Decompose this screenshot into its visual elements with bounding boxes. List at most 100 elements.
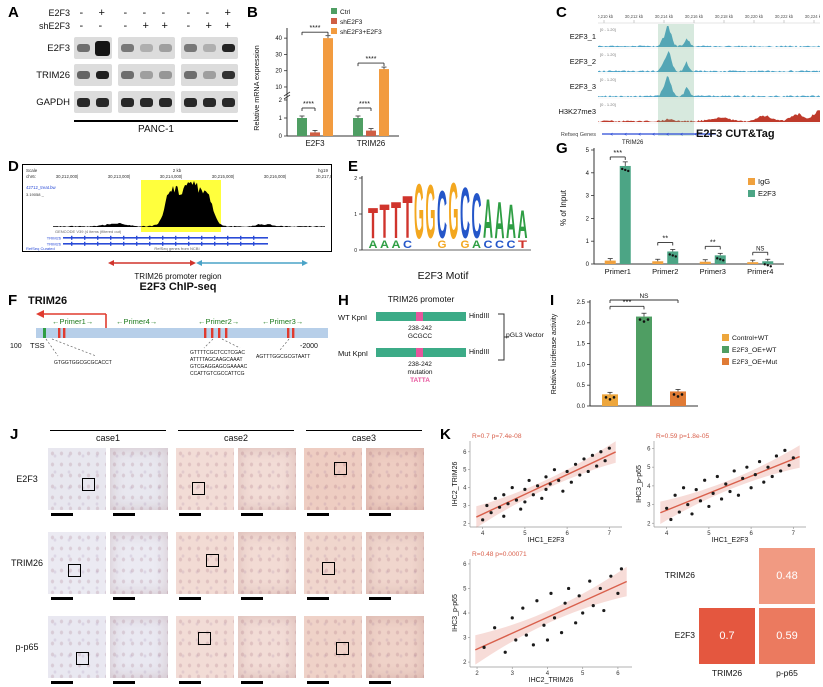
blot-row-label: GAPDH [36,97,70,108]
heatmap-row-label: E2F3 [674,630,695,640]
sig-label: **** [303,101,314,108]
x-tick-label: 6 [565,531,569,537]
binding-site-tick [287,328,290,338]
roi-box [334,462,347,475]
gene-name: TRIM26 [47,242,62,247]
binding-site-tick [218,328,221,338]
sig-label: ** [662,233,668,242]
exon-tick [188,235,190,240]
gene-name: TRIM26 [622,140,644,146]
blot-strip [74,64,112,86]
primer-sequence: GTTTTCGCTCCTCGAC [190,350,245,356]
scale-bar [113,597,135,600]
exon-tick [214,241,216,246]
bar [619,165,631,264]
vector-bracket [498,313,509,361]
bar-chart-g: 0 1 2 3 4 5 % of Input Primer1 Primer2 Primer3 Pri… [559,148,784,276]
data-point [724,482,728,486]
exon-tick [149,235,151,240]
blot-band [222,44,235,52]
bar [353,118,363,136]
coverage-track [598,26,820,47]
data-point [621,167,624,171]
data-point [728,489,732,494]
track-scale: [0 - 1.20] [600,52,616,57]
y-tick-label: 0 [586,262,590,268]
blot-strip [118,64,175,86]
motif-letter: T [380,196,390,249]
y-axis-title: IHC3_p-p65 [452,594,459,632]
panel-d-subtitle: E2F3 ChIP-seq [139,281,217,293]
track-label: E2F3_3 [569,82,596,91]
data-point [603,459,607,463]
blot-band [96,71,109,79]
y-tick-label: 2 [463,660,467,666]
panel-k-correlations: K 4 5 6 7 2 3 4 5 6 IHC1_E2F3 IHC2_TRIM26 R=0.7 p=7… [436,426,823,687]
category-label: E2F3 [305,139,325,148]
exon-tick [214,235,216,240]
exon-tick [253,235,255,240]
y-tick-label: 4 [586,171,590,177]
scale-bar [369,513,391,516]
binding-site-tick [204,328,207,338]
data-point [736,493,741,497]
coordinate-label: 30,214,000| [160,174,183,179]
data-point [531,493,535,497]
axis-break [283,91,291,97]
motif-title: E2F3 Motif [417,270,469,282]
data-point [694,488,698,492]
primer-sequence: GTGGTGGCGCGCACCT [54,360,112,366]
tss-tick [43,328,46,338]
track-label: Refseq Genes [560,132,596,138]
data-point [783,448,787,452]
y-axis-title: IHC2_TRIM26 [452,462,459,507]
gene-direction-arrow: < [638,132,641,138]
promoter-region-label: TRIM26 promoter region [134,272,222,281]
exon-tick [110,235,112,240]
legend-label: Control+WT [732,335,768,342]
exon-tick [84,235,86,240]
blot-band [77,44,90,52]
y-tick-label: 5 [463,586,467,592]
motif-letter: G [426,170,436,255]
condition-row-label: E2F3 [48,8,70,18]
data-point [766,264,769,267]
legend-label: shE2F3+E2F3 [340,29,382,36]
data-point [619,567,624,571]
data-point [582,457,586,461]
data-point [565,469,569,474]
data-point [608,398,612,401]
exon-tick [227,241,229,246]
blot-band [222,71,235,79]
correlation-annotation: R=0.7 p=7.4e-08 [472,433,522,440]
data-point [510,485,514,490]
ihc-image-low [48,448,106,510]
coordinate-end: -2000 [300,343,318,350]
panel-i-luciferase: I 0.0 0.5 1.0 1.5 2.0 2.5 Relative luciferase … [546,290,822,428]
blot-band [140,97,153,107]
gene-name: TRIM26 [47,236,62,241]
motif-sub-letter: C [484,239,493,251]
blot-band [203,71,216,79]
promoter-map-area: TRIM26 ←Primer1→ ←Primer4→ ←Primer2→ ←Primer… [8,290,342,426]
scale-label: Scale [26,168,38,173]
x-tick-label: 2 [475,671,479,677]
y-axis-title: IHC3_p-p65 [636,465,643,503]
y-tick-label: 1 [586,239,590,245]
data-point [544,475,548,479]
y-tick-label: 2.0 [577,321,586,327]
kb-label: 2 kb [173,168,182,173]
x-tick-label: 6 [616,671,620,677]
data-point [598,586,602,591]
scatter-plot: 2 3 4 5 6 2 3 4 5 6 IHC2_TRIM26 IHC3_p-p65 R=0.48 p=… [450,548,636,684]
exon-tick [201,241,203,246]
data-point [671,254,674,257]
motif-sub-letter: A [380,239,389,251]
refseq-curated-label: RefSeq Curated [26,246,55,251]
genome-label: hg19 [318,168,329,173]
ihc-grid: case1 case2 case3 E2F3 TRIM26 p-p65 [8,426,436,687]
data-point [544,487,548,491]
data-point [540,496,544,500]
